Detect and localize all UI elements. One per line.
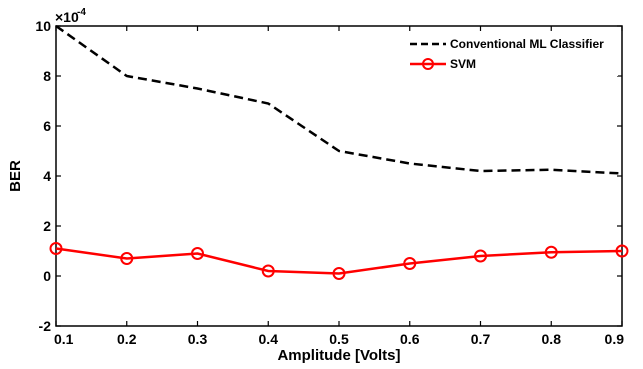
svm-data-point [332,267,346,280]
y-tick-label: 10 [35,18,51,34]
y-axis-label: BER [7,160,24,192]
series-layer [49,24,629,280]
x-tick-label: 0.7 [471,331,491,347]
x-tick-label: 0.8 [542,331,562,347]
legend: Conventional ML Classifier SVM [402,32,618,76]
svm-data-point [120,252,134,265]
x-axis: 0.1 0.2 0.3 0.4 0.5 0.6 0.7 0.8 0.9 [54,26,624,347]
y-multiplier-base: ×10 [55,9,79,25]
y-tick-label: -2 [39,318,52,334]
x-tick-label: 0.9 [605,331,625,347]
y-axis: -2 0 2 4 6 8 10 [35,18,622,334]
svm-data-point [261,264,275,278]
x-axis-label: Amplitude [Volts] [277,347,400,364]
svm-data-point [191,247,204,260]
svm-data-point [49,242,63,255]
legend-box [402,32,618,76]
x-tick-label: 0.1 [54,331,74,347]
legend-marker-svm [422,58,434,70]
x-tick-label: 0.2 [117,331,137,347]
x-tick-label: 0.4 [259,331,279,347]
series-line-conventional [55,24,623,175]
y-tick-label: 0 [43,268,51,284]
legend-label-svm: SVM [450,57,476,71]
x-tick-label: 0.3 [188,331,208,347]
y-tick-label: 6 [43,118,51,134]
y-multiplier-exponent: -4 [77,7,86,18]
y-tick-label: 8 [43,68,51,84]
svm-data-point [403,257,417,270]
x-tick-label: 0.6 [400,331,420,347]
svm-data-point [474,249,487,263]
svm-data-point [544,245,558,259]
legend-label-conventional: Conventional ML Classifier [450,37,604,51]
y-tick-label: 2 [43,218,51,234]
series-line-svm [55,247,623,275]
y-tick-label: 4 [43,168,51,184]
svm-data-point [615,244,629,258]
x-tick-label: 0.5 [329,331,349,347]
